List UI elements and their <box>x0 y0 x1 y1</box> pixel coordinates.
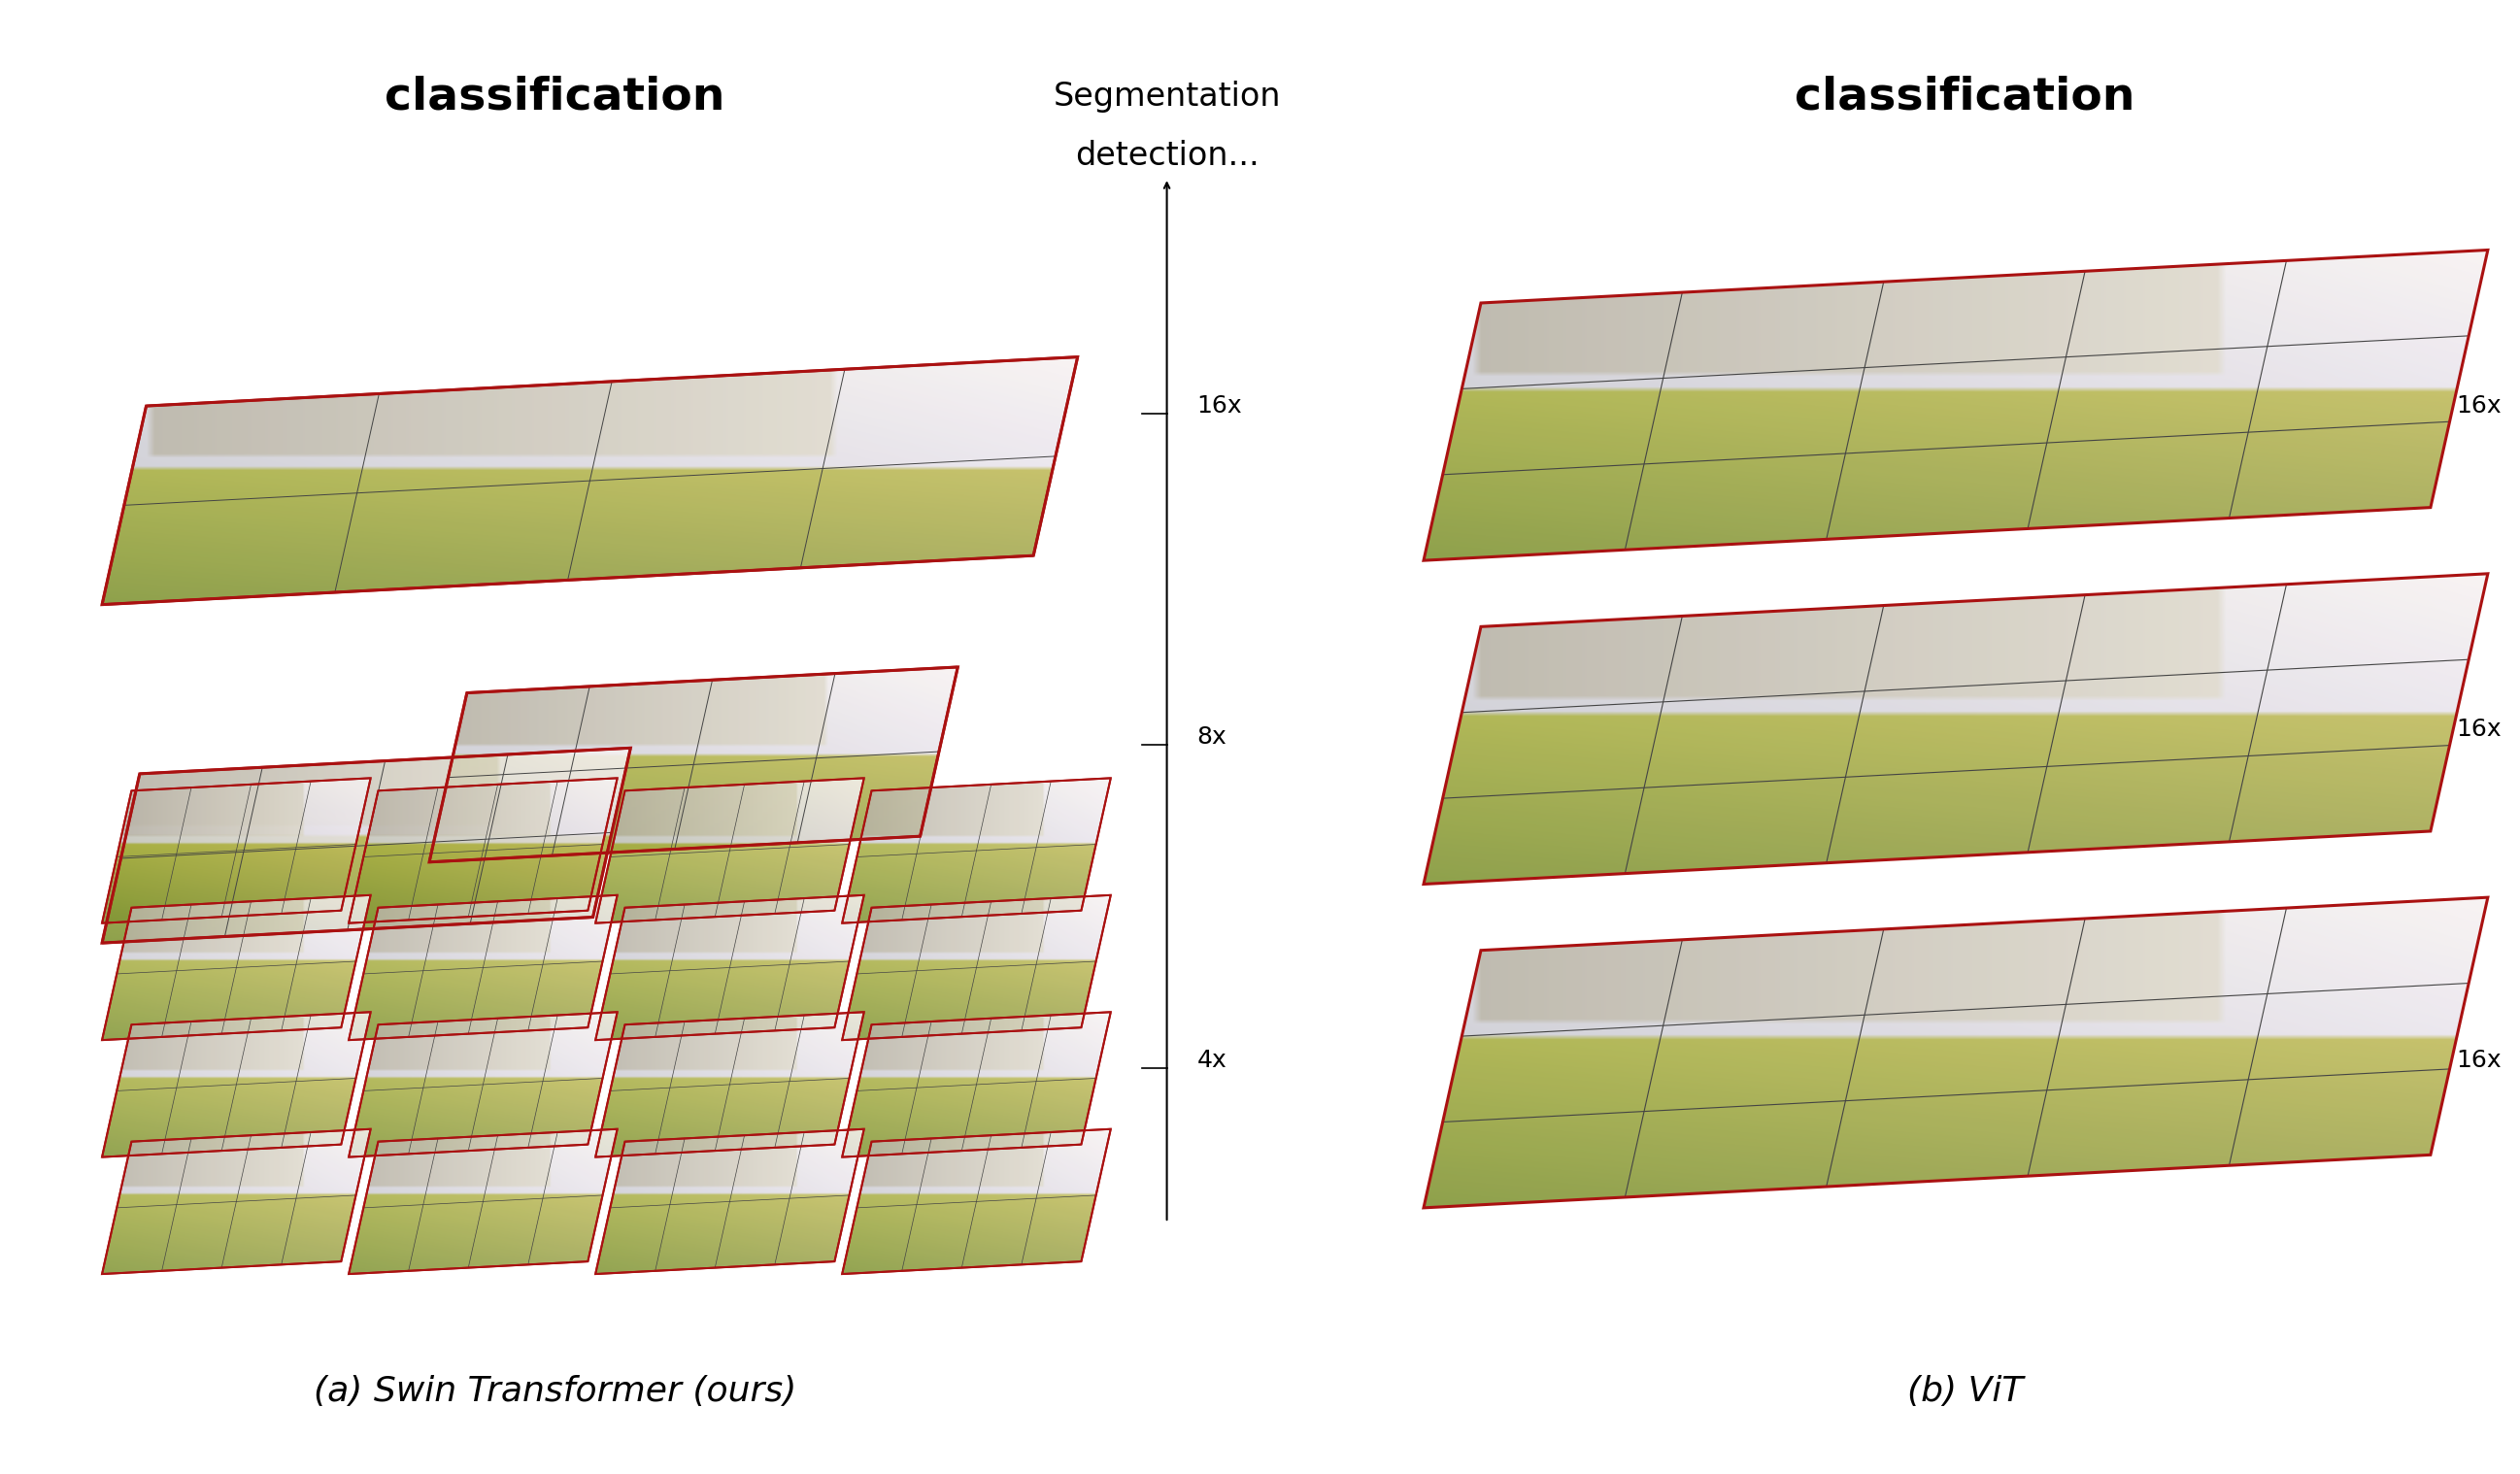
Text: 8x: 8x <box>1197 725 1227 749</box>
Text: detection...: detection... <box>1074 140 1260 172</box>
Text: classification: classification <box>1794 75 2134 119</box>
Text: 16x: 16x <box>2454 395 2500 417</box>
Text: 16x: 16x <box>2454 1049 2500 1073</box>
Text: (a) Swin Transformer (ours): (a) Swin Transformer (ours) <box>312 1375 796 1408</box>
Text: 16x: 16x <box>2454 718 2500 741</box>
Text: 16x: 16x <box>1197 395 1242 417</box>
Text: (b) ViT: (b) ViT <box>1908 1375 2024 1408</box>
Text: Segmentation: Segmentation <box>1053 81 1280 113</box>
Text: classification: classification <box>386 75 726 119</box>
Text: 4x: 4x <box>1197 1049 1227 1073</box>
